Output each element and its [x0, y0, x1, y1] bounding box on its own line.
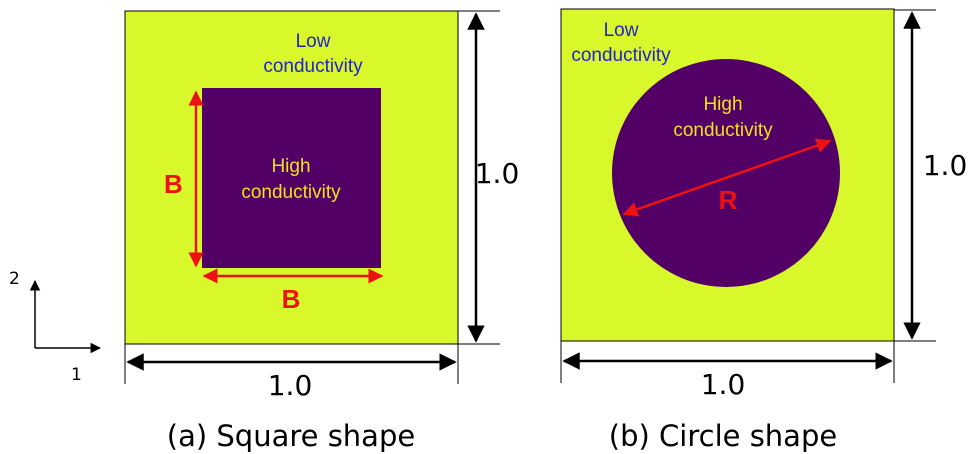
- panel-b-low-label-line1: Low: [604, 20, 639, 41]
- panel-a-width-label: 1.0: [268, 369, 313, 402]
- axis-2-label: 2: [9, 269, 20, 289]
- panel-a-b-vertical-label: B: [164, 169, 183, 199]
- panel-a-b-horizontal-label: B: [282, 284, 301, 314]
- axis-1-label: 1: [71, 365, 82, 385]
- panel-b-height-label: 1.0: [923, 149, 968, 182]
- panel-a-low-label-line1: Low: [296, 31, 331, 52]
- panel-a-high-label-line2: conductivity: [241, 182, 341, 203]
- panel-b-caption: (b) Circle shape: [609, 419, 837, 453]
- panel-b-radius-label: R: [719, 185, 738, 215]
- panel-b-low-label-line2: conductivity: [571, 45, 671, 66]
- panel-a-high-label-line1: High: [271, 156, 310, 177]
- panel-a-square-inclusion: [202, 88, 381, 268]
- panel-b-high-label-line1: High: [703, 94, 742, 115]
- coordinate-axes: 2 1: [9, 269, 102, 385]
- panel-a-height-label: 1.0: [475, 157, 520, 190]
- panel-a-caption: (a) Square shape: [167, 419, 415, 453]
- panel-a-low-label-line2: conductivity: [263, 56, 363, 77]
- panel-b-circle: Low conductivity High conductivity R 1.0…: [560, 8, 968, 453]
- panel-a-square: Low conductivity High conductivity B B 1…: [124, 10, 520, 453]
- panel-b-radius-arrow: [622, 138, 832, 217]
- panel-b-width-label: 1.0: [701, 368, 746, 401]
- panel-b-high-label-line2: conductivity: [673, 120, 773, 141]
